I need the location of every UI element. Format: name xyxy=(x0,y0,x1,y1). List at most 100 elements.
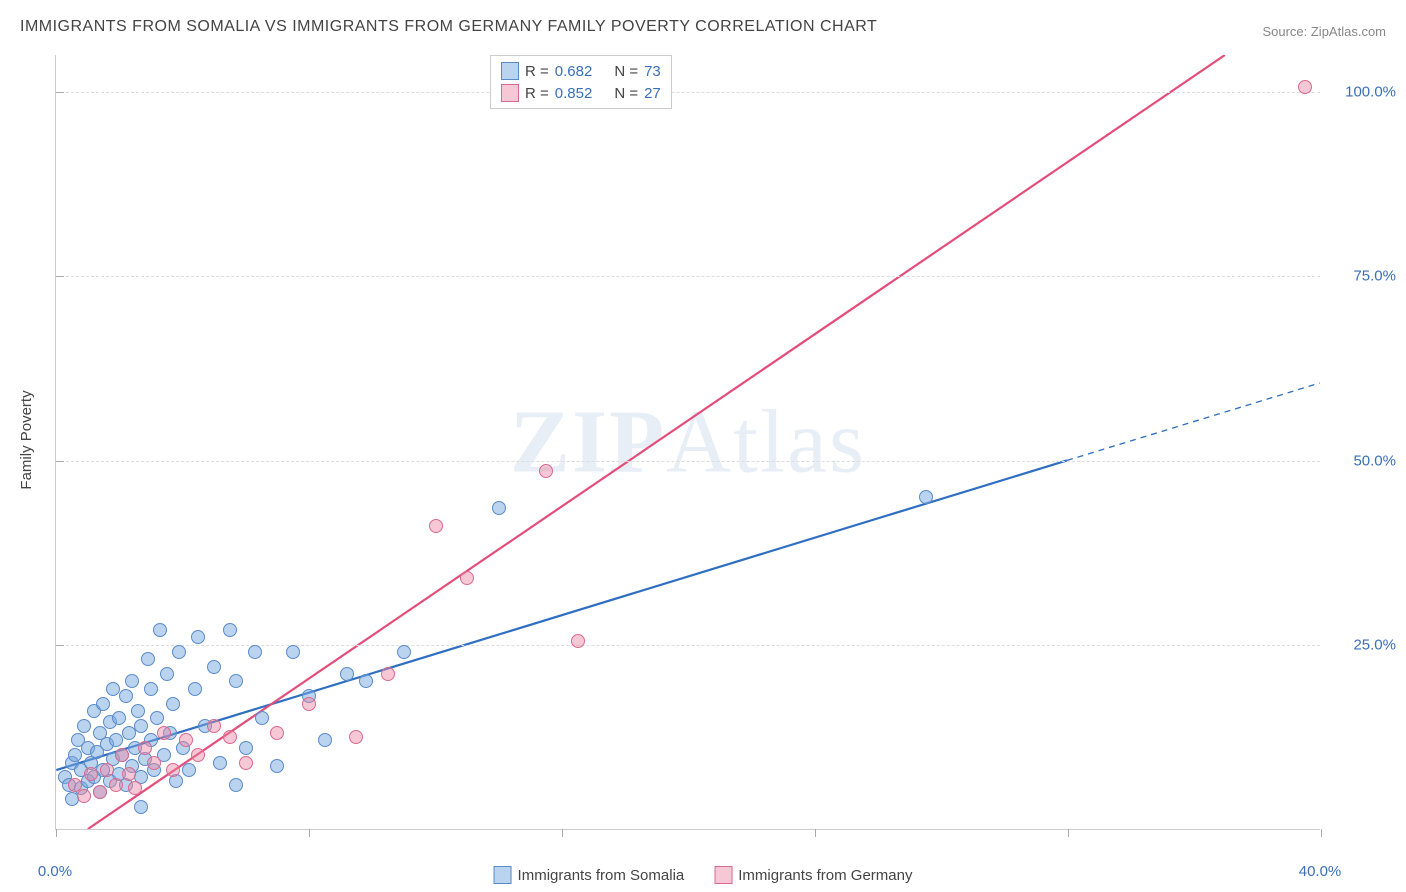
point-germany xyxy=(122,767,136,781)
legend-r-value: 0.682 xyxy=(555,63,593,80)
point-germany xyxy=(429,519,443,533)
point-somalia xyxy=(68,748,82,762)
gridline-h xyxy=(56,92,1320,93)
point-germany xyxy=(349,730,363,744)
y-tick-label: 50.0% xyxy=(1353,452,1396,469)
trend-lines-layer xyxy=(56,55,1320,829)
point-somalia xyxy=(270,759,284,773)
plot-area: ZIPAtlas xyxy=(55,55,1320,830)
gridline-h xyxy=(56,276,1320,277)
legend-correlation-row: R = 0.682 N = 73 xyxy=(501,60,661,82)
point-somalia xyxy=(492,501,506,515)
chart-title: IMMIGRANTS FROM SOMALIA VS IMMIGRANTS FR… xyxy=(20,18,877,36)
gridline-h xyxy=(56,645,1320,646)
point-germany xyxy=(128,781,142,795)
point-germany xyxy=(302,697,316,711)
point-somalia xyxy=(182,763,196,777)
y-tick xyxy=(56,92,64,93)
legend-series-item: Immigrants from Germany xyxy=(714,866,912,884)
y-tick-label: 75.0% xyxy=(1353,268,1396,285)
point-somalia xyxy=(359,674,373,688)
legend-r-label: R = xyxy=(525,85,549,102)
point-germany xyxy=(381,667,395,681)
point-somalia xyxy=(119,689,133,703)
point-germany xyxy=(115,748,129,762)
point-germany xyxy=(77,789,91,803)
legend-series-label: Immigrants from Somalia xyxy=(518,867,685,884)
x-tick-label: 40.0% xyxy=(1299,863,1342,880)
point-germany xyxy=(239,756,253,770)
point-germany xyxy=(138,741,152,755)
x-tick xyxy=(815,829,816,837)
legend-correlation-row: R = 0.852 N = 27 xyxy=(501,82,661,104)
point-germany xyxy=(460,571,474,585)
point-germany xyxy=(1298,80,1312,94)
watermark: ZIPAtlas xyxy=(510,391,866,494)
point-somalia xyxy=(153,623,167,637)
legend-series-label: Immigrants from Germany xyxy=(738,867,912,884)
point-somalia xyxy=(144,682,158,696)
point-somalia xyxy=(122,726,136,740)
point-germany xyxy=(539,464,553,478)
point-somalia xyxy=(160,667,174,681)
correlation-legend: R = 0.682 N = 73 R = 0.852 N = 27 xyxy=(490,55,672,109)
point-somalia xyxy=(131,704,145,718)
point-somalia xyxy=(191,630,205,644)
point-somalia xyxy=(112,711,126,725)
point-somalia xyxy=(919,490,933,504)
point-somalia xyxy=(248,645,262,659)
point-germany xyxy=(84,767,98,781)
y-axis-label: Family Poverty xyxy=(18,390,35,489)
point-germany xyxy=(207,719,221,733)
point-somalia xyxy=(397,645,411,659)
legend-swatch-icon xyxy=(714,866,732,884)
source-label: Source: ZipAtlas.com xyxy=(1262,24,1386,39)
point-somalia xyxy=(188,682,202,696)
point-somalia xyxy=(213,756,227,770)
point-somalia xyxy=(109,733,123,747)
point-germany xyxy=(157,726,171,740)
legend-r-value: 0.852 xyxy=(555,85,593,102)
point-somalia xyxy=(77,719,91,733)
x-tick-label: 0.0% xyxy=(38,863,72,880)
point-somalia xyxy=(134,719,148,733)
point-somalia xyxy=(223,623,237,637)
legend-swatch-icon xyxy=(501,62,519,80)
point-somalia xyxy=(141,652,155,666)
point-somalia xyxy=(125,674,139,688)
y-tick xyxy=(56,645,64,646)
point-germany xyxy=(571,634,585,648)
point-germany xyxy=(166,763,180,777)
point-germany xyxy=(100,763,114,777)
point-somalia xyxy=(229,778,243,792)
point-germany xyxy=(147,756,161,770)
legend-series-item: Immigrants from Somalia xyxy=(494,866,685,884)
point-somalia xyxy=(150,711,164,725)
legend-n-label: N = xyxy=(614,85,638,102)
point-germany xyxy=(93,785,107,799)
point-somalia xyxy=(340,667,354,681)
point-somalia xyxy=(229,674,243,688)
y-tick xyxy=(56,276,64,277)
x-tick xyxy=(562,829,563,837)
point-germany xyxy=(270,726,284,740)
point-somalia xyxy=(318,733,332,747)
legend-n-value: 27 xyxy=(644,85,661,102)
legend-n-value: 73 xyxy=(644,63,661,80)
y-tick-label: 25.0% xyxy=(1353,637,1396,654)
point-somalia xyxy=(286,645,300,659)
point-germany xyxy=(191,748,205,762)
point-somalia xyxy=(172,645,186,659)
gridline-h xyxy=(56,461,1320,462)
legend-swatch-icon xyxy=(501,84,519,102)
legend-r-label: R = xyxy=(525,63,549,80)
point-germany xyxy=(223,730,237,744)
point-germany xyxy=(109,778,123,792)
legend-swatch-icon xyxy=(494,866,512,884)
point-somalia xyxy=(166,697,180,711)
x-tick xyxy=(309,829,310,837)
point-germany xyxy=(179,733,193,747)
point-somalia xyxy=(134,800,148,814)
point-somalia xyxy=(239,741,253,755)
x-tick xyxy=(1068,829,1069,837)
